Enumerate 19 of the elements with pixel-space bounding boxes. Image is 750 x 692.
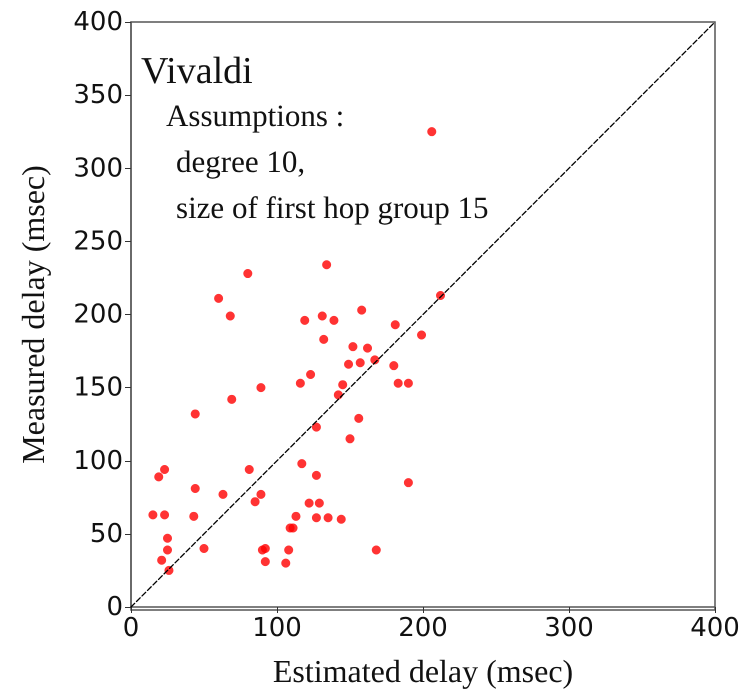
y-tick-label: 50 xyxy=(90,518,123,549)
y-tick-label: 100 xyxy=(73,446,123,476)
annotation: size of first hop group 15 xyxy=(176,190,489,225)
y-tick-label: 150 xyxy=(73,372,123,403)
x-tick-label: 400 xyxy=(690,613,740,643)
x-tick-label: 300 xyxy=(544,613,594,643)
y-tick-label: 300 xyxy=(73,153,123,184)
y-tick-label: 400 xyxy=(73,7,123,37)
y-axis-title: Measured delay (msec) xyxy=(15,165,51,464)
text: Vivaldi xyxy=(141,50,253,92)
y-tick-label: 250 xyxy=(73,226,123,256)
annotation: degree 10, xyxy=(176,144,306,179)
y-tick-label: 350 xyxy=(73,80,123,110)
y-tick-label: 200 xyxy=(73,300,123,330)
annotation: Assumptions : xyxy=(166,98,344,133)
x-tick-label: 100 xyxy=(252,613,302,643)
y-tick-label: 0 xyxy=(106,592,123,622)
x-tick-label: 200 xyxy=(398,613,448,643)
x-axis-title: Estimated delay (msec) xyxy=(272,653,574,689)
